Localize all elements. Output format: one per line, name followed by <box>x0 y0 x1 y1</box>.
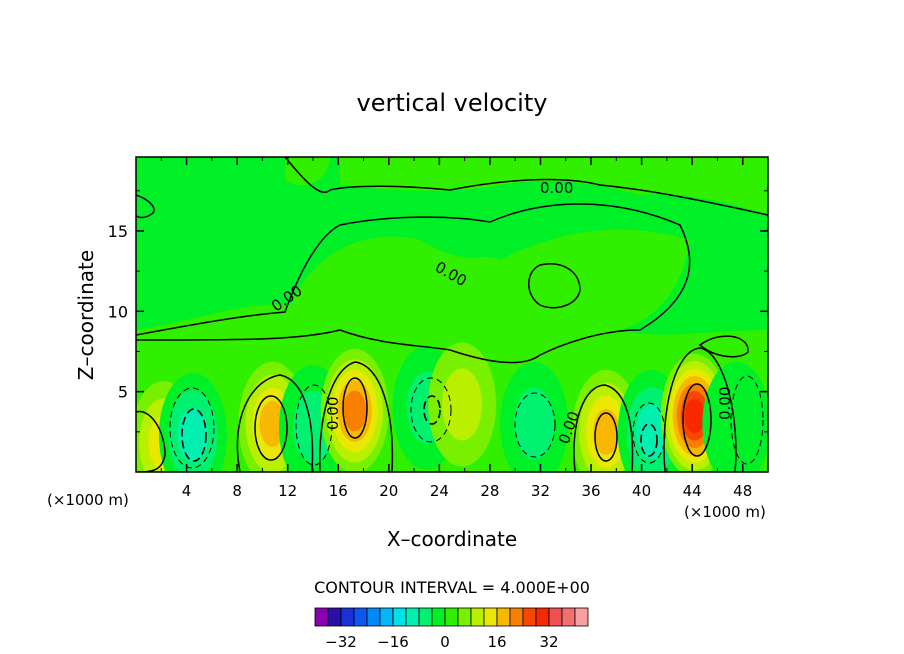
contour-line-zero <box>136 203 691 364</box>
contour-line-negative <box>295 384 333 466</box>
x-tick-label: 44 <box>683 482 702 500</box>
colorbar-tick-label: 0 <box>440 633 450 651</box>
colorbar-swatch <box>444 607 459 627</box>
colorbar-swatch <box>561 607 576 627</box>
velocity-cell-band <box>684 398 705 434</box>
contour-line-c9 <box>682 383 712 457</box>
contour-line-right <box>698 335 749 358</box>
y-tick-label: 15 <box>108 222 128 241</box>
x-tick-label: 32 <box>531 482 550 500</box>
x-tick-label: 12 <box>278 482 297 500</box>
velocity-cell-band <box>636 404 668 460</box>
colorbar-swatch <box>457 607 472 627</box>
colorbar-swatch <box>522 607 537 627</box>
colorbar-swatch <box>483 607 498 627</box>
contour-line-c3 <box>319 361 394 472</box>
x-tick-label: 4 <box>182 482 192 500</box>
velocity-cell <box>702 361 768 472</box>
x-axis-label: X–coordinate <box>387 527 517 551</box>
colorbar-swatch <box>509 607 524 627</box>
contour-lines-negative-inner <box>181 395 658 462</box>
y-tick-label: 5 <box>118 383 128 402</box>
velocity-cell <box>428 342 497 467</box>
contour-label: 0.00 <box>540 179 573 197</box>
velocity-cell-band <box>442 368 483 441</box>
velocity-cell-band <box>177 407 209 463</box>
contour-line-c8 <box>594 412 618 462</box>
velocity-cell-band <box>514 387 555 460</box>
z-unit-label: (×1000 m) <box>47 491 129 509</box>
x-tick-label: 36 <box>581 482 600 500</box>
x-tick-label: 16 <box>329 482 348 500</box>
contour-lines-negative <box>169 375 764 469</box>
contour-line-c4 <box>573 384 634 472</box>
colorbar-swatch <box>405 607 420 627</box>
contour-line-c5 <box>663 347 737 472</box>
colorbar-labels: −32 −16 0 16 32 <box>325 633 558 651</box>
contour-line-negative <box>514 392 556 458</box>
colorbar-swatch <box>392 607 407 627</box>
contour-line-island <box>528 263 581 309</box>
contour-line-c7 <box>342 377 368 439</box>
velocity-cell-band <box>259 400 286 447</box>
y-axis: 5 10 15 <box>108 190 768 433</box>
contour-line-c2 <box>236 374 314 472</box>
y-axis-label: Z–coordinate <box>74 250 98 380</box>
colorbar-tick-label: 32 <box>539 633 558 651</box>
contour-label: 0.00 <box>324 397 342 430</box>
colorbar-swatch <box>418 607 433 627</box>
x-unit-label: (×1000 m) <box>684 503 766 521</box>
chart-title: vertical velocity <box>357 89 548 117</box>
colorbar-swatch <box>535 607 550 627</box>
colorbar-swatch <box>379 607 394 627</box>
colorbar-tick-label: −16 <box>377 633 409 651</box>
field-region-upper-right <box>340 157 768 215</box>
contour-line-negative-inner <box>640 423 658 457</box>
contour-interval-text: CONTOUR INTERVAL = 4.000E+00 <box>314 578 590 597</box>
colorbar-swatch <box>314 607 329 627</box>
colorbar-swatch <box>496 607 511 627</box>
colorbar-swatch <box>353 607 368 627</box>
colorbar-swatch <box>366 607 381 627</box>
colorbar-tick-label: −32 <box>325 633 357 651</box>
x-tick-label: 48 <box>733 482 752 500</box>
velocity-cell <box>320 348 389 472</box>
velocity-cell <box>500 361 569 472</box>
contour-line-negative <box>730 375 764 465</box>
x-tick-label: 8 <box>232 482 242 500</box>
y-tick-label: 10 <box>108 302 128 321</box>
velocity-cell-band <box>343 390 367 432</box>
colorbar-swatch <box>470 607 485 627</box>
contour-line-c6 <box>254 395 288 461</box>
x-tick-label: 40 <box>632 482 651 500</box>
velocity-cell <box>158 373 227 472</box>
contour-line-top-left <box>136 194 155 219</box>
colorbar-swatch <box>327 607 342 627</box>
velocity-cell-band <box>593 408 620 455</box>
contour-line-negative <box>169 387 215 469</box>
contour-line-zero-top <box>284 157 768 216</box>
x-tick-label: 28 <box>480 482 499 500</box>
velocity-cell-band <box>702 361 768 472</box>
plot-area <box>136 157 768 472</box>
contour-line-negative <box>632 402 666 464</box>
colorbar-swatch <box>340 607 355 627</box>
contour-line-negative-inner <box>181 408 207 462</box>
plot-frame <box>135 156 769 473</box>
colorbar-tick-label: 16 <box>487 633 506 651</box>
colorbar-swatch <box>431 607 446 627</box>
contour-line-negative-inner <box>423 395 441 425</box>
contour-line-negative <box>410 377 452 443</box>
colorbar-swatch <box>548 607 563 627</box>
x-tick-label: 20 <box>379 482 398 500</box>
x-tick-label: 24 <box>430 482 449 500</box>
x-axis: 4 8 12 16 20 24 28 32 36 40 44 48 <box>160 157 752 500</box>
contour-label: 0.00 <box>716 387 734 420</box>
colorbar-swatch <box>574 607 589 627</box>
colorbar <box>314 607 589 627</box>
field-region-upper <box>285 157 330 186</box>
